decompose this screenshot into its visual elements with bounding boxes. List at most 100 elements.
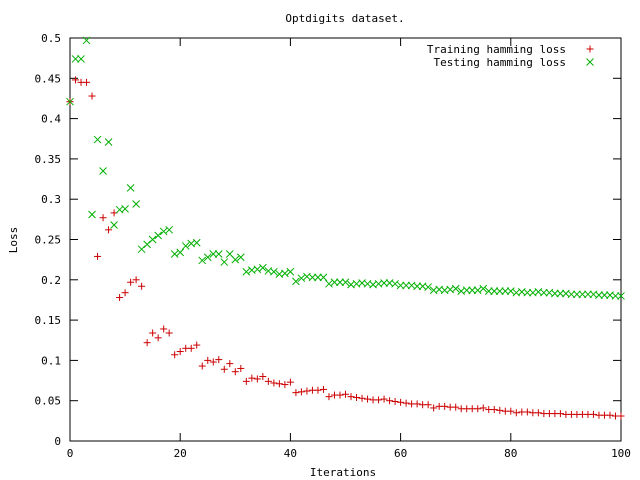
training-point xyxy=(231,368,239,376)
y-tick-label: 0.5 xyxy=(41,32,61,45)
training-point xyxy=(617,412,625,420)
y-tick-label: 0.3 xyxy=(41,193,61,206)
testing-point xyxy=(308,273,317,282)
training-point xyxy=(523,408,531,416)
series-testing xyxy=(66,36,625,300)
training-point xyxy=(342,390,349,398)
training-point xyxy=(204,356,212,364)
y-tick-label: 0.2 xyxy=(41,274,61,287)
training-point xyxy=(556,410,564,418)
testing-point xyxy=(484,287,493,295)
training-point xyxy=(220,365,228,373)
training-point xyxy=(226,360,234,368)
testing-point xyxy=(148,235,157,244)
x-axis-label: Iterations xyxy=(310,466,376,479)
y-tick-label: 0.05 xyxy=(35,395,62,408)
training-point xyxy=(253,375,261,383)
training-point xyxy=(165,329,173,337)
training-point xyxy=(187,344,195,352)
legend-marker xyxy=(586,45,594,53)
training-point xyxy=(380,395,388,403)
x-tick-label: 100 xyxy=(611,447,631,460)
testing-point xyxy=(242,267,251,276)
training-point xyxy=(364,395,372,403)
testing-point xyxy=(297,274,306,283)
training-point xyxy=(281,381,289,389)
training-point xyxy=(116,294,124,302)
testing-point xyxy=(126,184,135,192)
testing-point xyxy=(236,253,245,262)
training-point xyxy=(496,406,504,414)
testing-point xyxy=(176,248,185,257)
training-point xyxy=(589,410,597,418)
testing-point xyxy=(567,290,576,299)
training-point xyxy=(154,334,162,342)
testing-point xyxy=(93,135,102,144)
training-point xyxy=(72,76,80,84)
training-point xyxy=(176,348,184,356)
testing-point xyxy=(336,278,344,287)
testing-point xyxy=(209,250,218,258)
training-point xyxy=(292,389,300,397)
testing-point xyxy=(253,265,262,274)
testing-point xyxy=(325,279,333,288)
testing-point xyxy=(88,210,96,219)
training-point xyxy=(490,406,498,414)
training-point xyxy=(336,391,344,399)
x-tick-label: 80 xyxy=(504,447,517,460)
testing-point xyxy=(319,273,328,282)
training-point xyxy=(138,282,146,290)
testing-point xyxy=(66,97,74,106)
testing-point xyxy=(281,269,289,278)
testing-point xyxy=(495,287,504,295)
training-point xyxy=(303,387,311,395)
testing-point xyxy=(551,289,559,298)
training-point xyxy=(441,402,449,410)
y-tick-label: 0.4 xyxy=(41,113,61,126)
testing-point xyxy=(132,200,140,208)
training-point xyxy=(424,401,432,409)
training-point xyxy=(319,385,327,393)
testing-point xyxy=(159,227,168,236)
testing-point xyxy=(490,287,499,295)
training-point xyxy=(606,411,614,419)
testing-point xyxy=(578,290,587,299)
testing-point xyxy=(611,292,620,300)
testing-point xyxy=(380,279,388,287)
testing-point xyxy=(595,291,603,299)
testing-point xyxy=(170,250,179,258)
training-point xyxy=(99,214,107,222)
testing-point xyxy=(286,267,295,276)
testing-point xyxy=(198,256,207,265)
training-point xyxy=(237,364,245,372)
testing-point xyxy=(451,284,460,293)
x-tick-label: 20 xyxy=(174,447,187,460)
testing-point xyxy=(573,290,581,299)
training-point xyxy=(209,358,217,366)
y-tick-label: 0.1 xyxy=(41,354,61,367)
x-tick-label: 0 xyxy=(67,447,74,460)
testing-point xyxy=(424,283,433,291)
y-tick-label: 0.45 xyxy=(35,72,62,85)
training-point xyxy=(507,407,515,415)
training-point xyxy=(512,409,520,417)
training-point xyxy=(143,339,151,347)
training-point xyxy=(325,393,333,401)
training-point xyxy=(105,226,113,234)
testing-point xyxy=(231,255,240,264)
training-point xyxy=(430,404,438,412)
training-point xyxy=(149,329,157,337)
training-point xyxy=(215,356,223,364)
x-tick-label: 40 xyxy=(284,447,297,460)
testing-point xyxy=(556,289,565,298)
training-point xyxy=(353,393,361,401)
testing-point xyxy=(99,167,107,175)
testing-point xyxy=(314,273,322,282)
training-point xyxy=(270,379,278,387)
legend-marker xyxy=(586,58,594,66)
y-tick-label: 0.15 xyxy=(35,314,62,327)
series-layer xyxy=(66,36,625,420)
training-point xyxy=(160,325,168,333)
y-tick-label: 0.35 xyxy=(35,153,62,166)
